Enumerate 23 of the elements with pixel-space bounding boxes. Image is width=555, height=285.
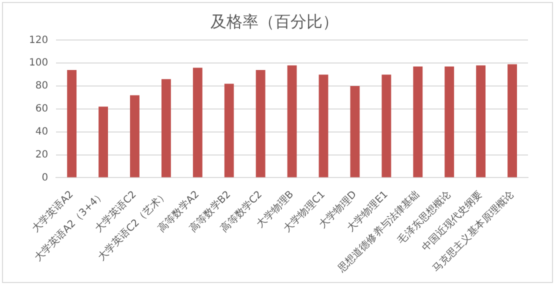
bar bbox=[287, 65, 297, 178]
bar bbox=[130, 95, 140, 178]
bar bbox=[413, 66, 423, 178]
bar bbox=[508, 64, 517, 178]
bar bbox=[350, 86, 360, 178]
y-tick-label: 60 bbox=[35, 104, 48, 115]
bar bbox=[476, 65, 486, 178]
y-tick-label: 120 bbox=[28, 34, 48, 46]
y-tick-label: 100 bbox=[28, 58, 48, 69]
bar bbox=[382, 74, 392, 178]
bar bbox=[98, 106, 108, 178]
bar bbox=[224, 84, 234, 178]
bar bbox=[318, 74, 328, 178]
bar bbox=[192, 68, 202, 178]
y-tick-label: 80 bbox=[35, 80, 48, 92]
y-tick-label: 20 bbox=[35, 149, 48, 160]
bar bbox=[161, 79, 171, 178]
y-tick-label: 40 bbox=[35, 126, 48, 138]
chart-title: 及格率（百分比） bbox=[210, 12, 338, 31]
bar bbox=[67, 70, 77, 178]
bar bbox=[256, 70, 266, 178]
bar bbox=[444, 66, 454, 178]
y-tick-label: 0 bbox=[42, 172, 48, 184]
